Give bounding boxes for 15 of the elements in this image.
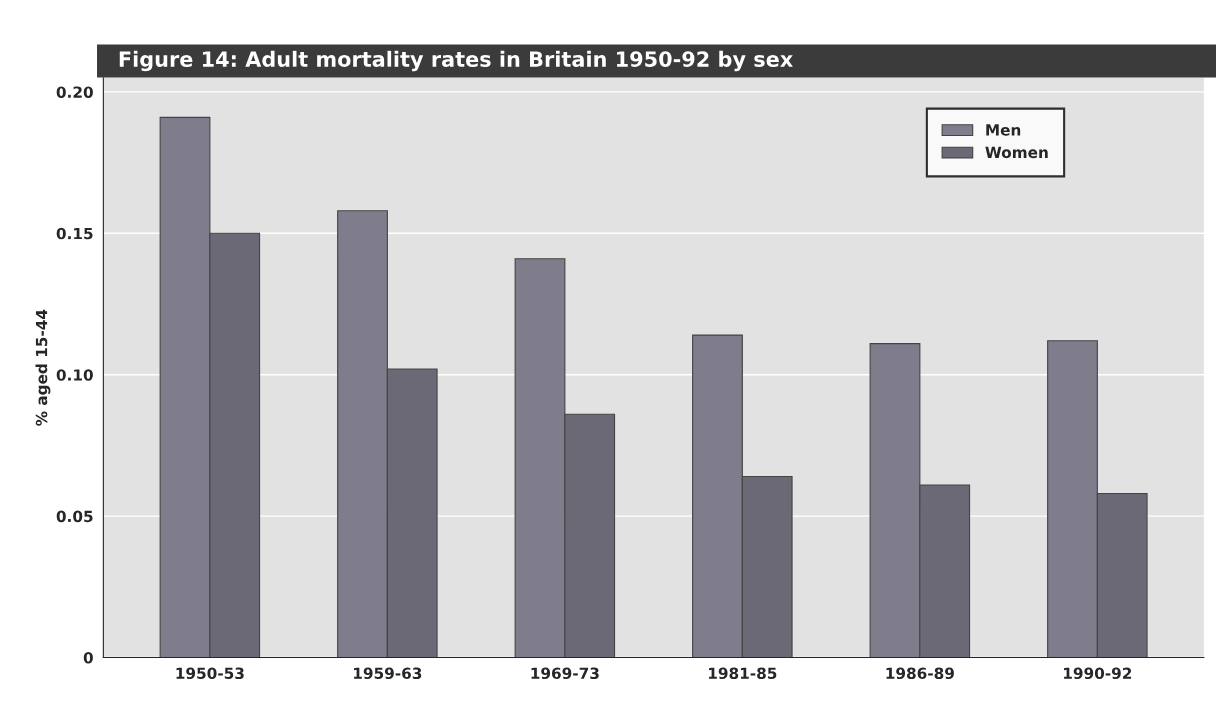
x-tick-label: 1950-53 <box>176 667 244 680</box>
y-axis-title: % aged 15-44 <box>35 309 51 426</box>
y-tick-label: 0.10 <box>56 369 93 381</box>
y-tick-label: 0.20 <box>56 86 93 98</box>
x-tick-label: 1969-73 <box>531 667 599 680</box>
legend-label: Men <box>986 124 1021 136</box>
x-tick-label: 1986-89 <box>886 667 954 680</box>
y-tick-label: 0.05 <box>56 510 93 523</box>
x-tick-label: 1990-92 <box>1064 667 1132 680</box>
y-tick-label: 0 <box>83 651 93 664</box>
y-tick-label: 0.15 <box>56 227 93 240</box>
chart-title: Figure 14: Adult mortality rates in Britain 1950-92 by sex <box>119 50 793 72</box>
x-tick-label: 1981-85 <box>709 667 777 680</box>
legend-label: Women <box>985 146 1048 159</box>
x-tick-label: 1959-63 <box>354 667 422 680</box>
